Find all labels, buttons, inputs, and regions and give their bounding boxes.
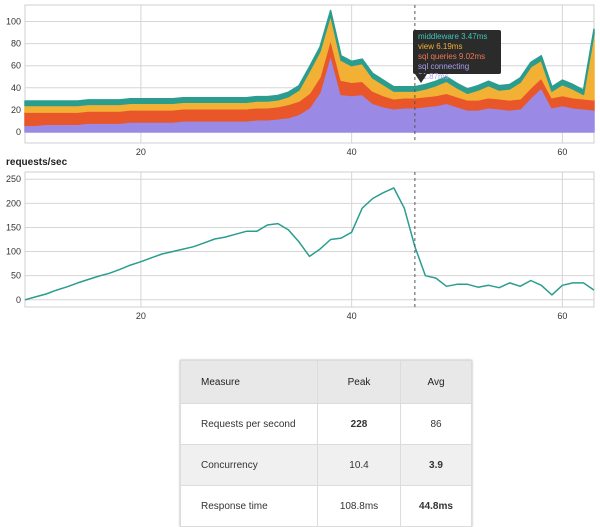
stacked-chart-areas[interactable] — [24, 9, 595, 133]
area-middleware[interactable] — [24, 9, 595, 107]
1-x-tick-label: 20 — [136, 311, 146, 321]
table-row: Concurrency 10.4 3.9 — [180, 444, 472, 486]
stacked-area-chart[interactable]: 0 20 40 60 80 100 20 40 60 — [0, 0, 600, 155]
0-x-tick-label: 60 — [557, 147, 567, 155]
1-y-tick-label: 200 — [6, 198, 21, 208]
summary-table: Measure Peak Avg Requests per second 228… — [180, 360, 472, 527]
0-x-tick-label: 40 — [347, 147, 357, 155]
header-avg: Avg — [400, 360, 472, 404]
table-row: Response time 108.8ms 44.8ms — [180, 485, 472, 527]
tooltip-sql-connecting: sql connecting 21.87ms — [418, 62, 470, 81]
header-peak: Peak — [317, 360, 401, 404]
1-x-tick-label: 40 — [347, 311, 357, 321]
hover-tooltip: middleware 3.47ms view 6.19ms sql querie… — [413, 30, 501, 83]
0-y-tick-label: 40 — [11, 83, 21, 93]
line-chart-ticks: 0 50 100 150 200 250 20 40 60 — [6, 174, 567, 321]
row-label: Requests per second — [180, 403, 318, 445]
tooltip-view: view 6.19ms — [418, 42, 463, 51]
requests-chart-title: requests/sec — [6, 157, 68, 168]
0-y-tick-label: 0 — [16, 127, 21, 137]
tooltip-middleware: middleware 3.47ms — [418, 32, 488, 41]
table-row: Requests per second 228 86 — [180, 403, 472, 445]
row-peak: 10.4 — [317, 444, 401, 486]
0-x-tick-label: 20 — [136, 147, 146, 155]
tooltip-sql-queries: sql queries 9.02ms — [418, 52, 486, 61]
header-measure: Measure — [180, 360, 318, 404]
1-x-tick-label: 60 — [557, 311, 567, 321]
1-y-tick-label: 0 — [16, 295, 21, 305]
row-peak: 108.8ms — [317, 485, 401, 527]
1-plot-frame — [24, 171, 595, 308]
line-chart-series[interactable] — [24, 187, 595, 301]
1-y-tick-label: 50 — [11, 271, 21, 281]
1-y-tick-label: 250 — [6, 174, 21, 184]
table-header-row: Measure Peak Avg — [180, 360, 472, 404]
1-y-tick-label: 100 — [6, 247, 21, 257]
row-label: Response time — [180, 485, 318, 527]
series-line-requests-per-sec[interactable] — [24, 187, 595, 301]
requests-line-chart[interactable]: 0 50 100 150 200 250 20 40 60 — [0, 168, 600, 323]
row-peak: 228 — [317, 403, 401, 445]
0-y-tick-label: 100 — [6, 17, 21, 27]
0-y-tick-label: 80 — [11, 39, 21, 49]
row-label: Concurrency — [180, 444, 318, 486]
0-y-tick-label: 60 — [11, 61, 21, 71]
tooltip-arrow — [415, 74, 427, 83]
line-chart-grid — [24, 171, 595, 308]
row-avg: 86 — [400, 403, 472, 445]
stacked-chart-ticks: 0 20 40 60 80 100 20 40 60 — [6, 17, 567, 155]
0-y-tick-label: 20 — [11, 105, 21, 115]
1-y-tick-label: 150 — [6, 222, 21, 232]
row-avg: 3.9 — [400, 444, 472, 486]
row-avg: 44.8ms — [400, 485, 472, 527]
